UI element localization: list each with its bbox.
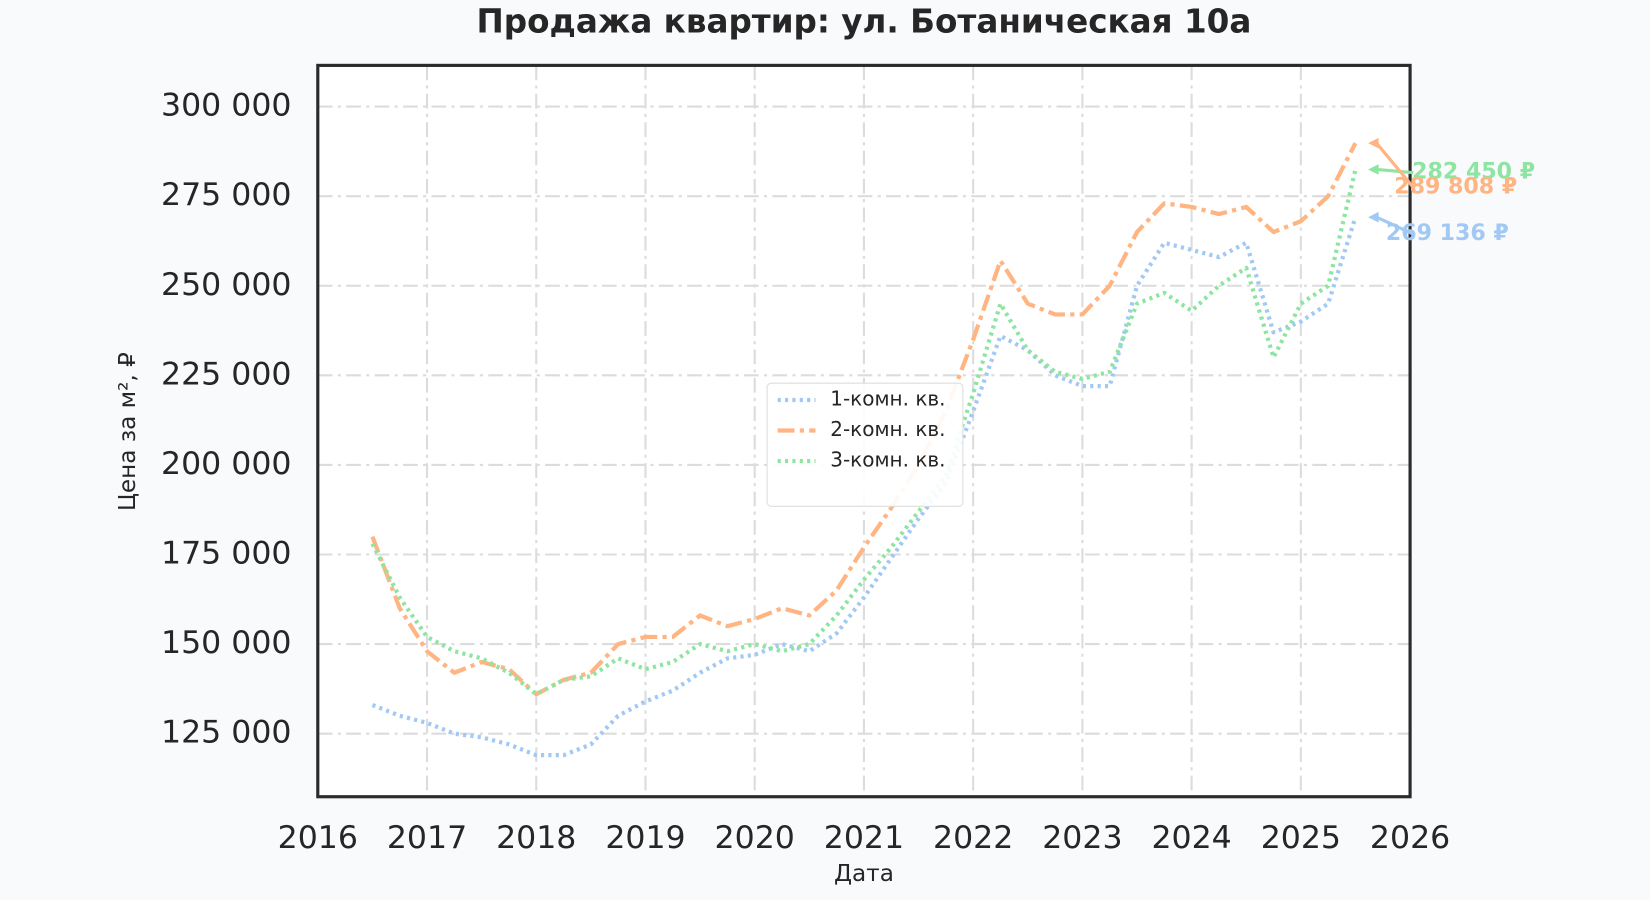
- series-line: [370, 168, 1358, 697]
- y-axis-label: Цена за м², ₽: [115, 352, 141, 511]
- x-tick-label: 2025: [1261, 820, 1341, 856]
- annotation-arrowhead: [1368, 137, 1379, 149]
- annotation-label: 269 136 ₽: [1386, 220, 1509, 246]
- annotation-label: 289 808 ₽: [1394, 173, 1517, 199]
- plot-frame: [316, 63, 1412, 799]
- annotation-arrow: [1375, 215, 1414, 236]
- x-tick-label: 2024: [1151, 820, 1231, 856]
- y-tick-label: 125 000: [161, 715, 291, 751]
- chart-title: Продажа квартир: ул. Ботаническая 10а: [477, 2, 1252, 40]
- annotation-arrowhead: [1368, 211, 1379, 223]
- x-tick-label: 2020: [715, 820, 795, 856]
- legend-label: 3-комн. кв.: [830, 448, 945, 472]
- x-tick-label: 2019: [605, 820, 685, 856]
- annotation-arrow: [1376, 167, 1414, 175]
- legend-label: 2-комн. кв.: [830, 417, 945, 441]
- y-tick-label: 250 000: [161, 267, 291, 303]
- annotations: 282 450 ₽289 808 ₽ 269 136 ₽: [1368, 137, 1535, 246]
- x-tick-label: 2018: [496, 820, 576, 856]
- annotation-label: 282 450 ₽: [1412, 159, 1535, 185]
- legend-box: [766, 382, 964, 507]
- y-tick-label: 200 000: [161, 446, 291, 482]
- annotation-arrowhead: [1368, 164, 1379, 175]
- x-tick-label: 2023: [1042, 820, 1122, 856]
- x-tick-label: 2017: [387, 820, 467, 856]
- x-tick-label: 2021: [824, 820, 904, 856]
- annotation-arrow: [1375, 142, 1415, 189]
- y-tick-label: 300 000: [161, 88, 291, 124]
- y-tick-label: 175 000: [161, 536, 291, 572]
- y-tick-label: 225 000: [161, 356, 291, 392]
- y-tick-label: 150 000: [161, 625, 291, 661]
- x-axis-label: Дата: [834, 861, 894, 887]
- series-line: [371, 216, 1358, 758]
- x-tick-label: 2022: [933, 820, 1013, 856]
- legend-label: 1-комн. кв.: [830, 387, 945, 411]
- x-tick-label: 2016: [278, 820, 358, 856]
- y-tick-label: 275 000: [161, 177, 291, 213]
- series-line: [370, 142, 1358, 697]
- lines: [370, 142, 1358, 758]
- x-tick-label: 2026: [1370, 820, 1450, 856]
- legend: 1-комн. кв. 2-комн. кв. 3-комн. кв.: [766, 382, 964, 507]
